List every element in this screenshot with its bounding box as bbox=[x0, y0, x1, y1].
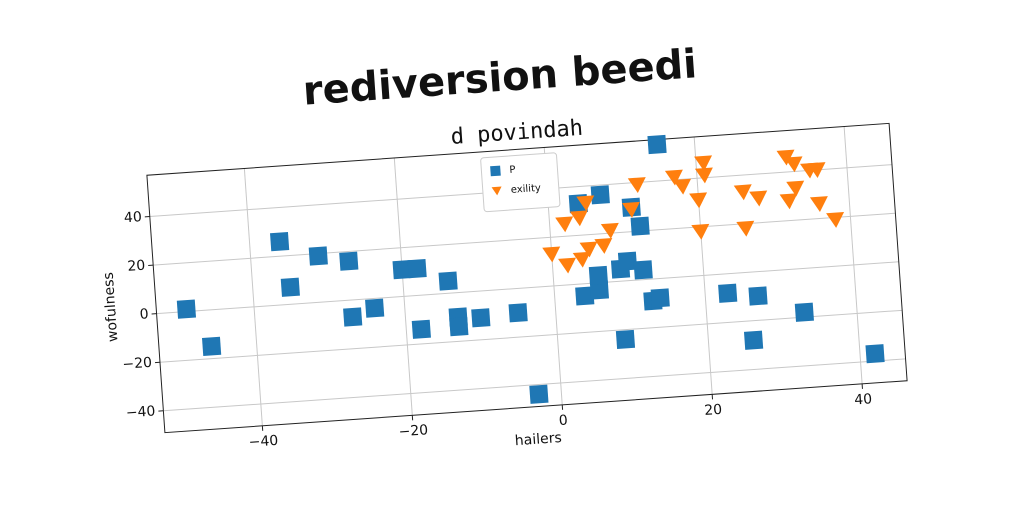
marker-triangle bbox=[572, 251, 591, 268]
x-axis-label: hailers bbox=[514, 430, 562, 449]
marker-square bbox=[865, 344, 885, 364]
marker-triangle bbox=[664, 169, 683, 186]
grid-line bbox=[393, 157, 413, 416]
x-tick-label: −40 bbox=[248, 433, 279, 451]
marker-square bbox=[471, 308, 491, 328]
marker-square bbox=[270, 232, 290, 252]
y-tick-label: 20 bbox=[127, 258, 146, 275]
marker-triangle bbox=[784, 156, 803, 173]
marker-square bbox=[590, 185, 610, 205]
y-tick-label: −20 bbox=[122, 355, 153, 373]
marker-square bbox=[365, 298, 385, 318]
legend-label: P bbox=[509, 165, 516, 176]
marker-triangle bbox=[786, 180, 805, 197]
marker-square bbox=[794, 302, 814, 322]
marker-square bbox=[438, 271, 458, 291]
marker-square bbox=[490, 165, 501, 177]
y-tick-label: 40 bbox=[123, 209, 142, 226]
marker-triangle bbox=[594, 237, 613, 254]
marker-triangle bbox=[673, 178, 692, 195]
marker-square bbox=[280, 277, 300, 297]
marker-square bbox=[575, 286, 595, 306]
marker-triangle bbox=[779, 193, 798, 210]
x-tick-label: 0 bbox=[558, 413, 568, 430]
marker-square bbox=[343, 307, 363, 327]
marker-square bbox=[392, 260, 412, 280]
grid-line bbox=[843, 126, 863, 384]
y-tick-label: −40 bbox=[125, 403, 156, 421]
marker-triangle bbox=[694, 167, 713, 184]
grid-line bbox=[156, 261, 899, 315]
marker-square bbox=[411, 319, 431, 339]
marker-square bbox=[650, 288, 670, 308]
marker-square bbox=[339, 251, 359, 271]
marker-square bbox=[407, 258, 427, 279]
marker-square bbox=[202, 336, 222, 357]
marker-square bbox=[508, 303, 528, 323]
marker-square bbox=[743, 330, 764, 350]
x-tick-label: 20 bbox=[704, 402, 723, 419]
marker-triangle bbox=[491, 186, 502, 196]
marker-square bbox=[176, 299, 197, 319]
marker-square bbox=[588, 265, 608, 286]
marker-triangle bbox=[558, 257, 577, 274]
marker-square bbox=[589, 280, 610, 300]
grid-line bbox=[159, 309, 903, 363]
marker-triangle bbox=[600, 222, 619, 239]
marker-square bbox=[647, 134, 667, 155]
marker-square bbox=[529, 384, 549, 404]
marker-triangle bbox=[579, 241, 598, 258]
grid-line bbox=[153, 212, 896, 266]
y-tick-label: 0 bbox=[139, 306, 149, 323]
marker-triangle bbox=[689, 192, 708, 209]
grid-line bbox=[243, 168, 263, 426]
marker-triangle bbox=[733, 184, 752, 201]
legend-label: exility bbox=[510, 183, 541, 196]
marker-square bbox=[449, 317, 469, 337]
grid-line bbox=[163, 358, 906, 412]
x-tick-label: 40 bbox=[854, 391, 873, 408]
marker-square bbox=[308, 246, 328, 266]
marker-triangle bbox=[621, 201, 640, 218]
grid-line bbox=[693, 136, 713, 395]
marker-triangle bbox=[542, 246, 561, 263]
x-tick-label: −20 bbox=[398, 422, 429, 440]
marker-square bbox=[615, 329, 636, 350]
marker-triangle bbox=[807, 162, 826, 178]
legend-box bbox=[480, 152, 561, 213]
marker-triangle bbox=[694, 155, 713, 172]
marker-square bbox=[630, 216, 650, 236]
marker-square bbox=[718, 283, 738, 303]
marker-triangle bbox=[569, 210, 588, 227]
marker-triangle bbox=[691, 223, 710, 240]
marker-triangle bbox=[826, 212, 845, 228]
y-axis-label: wofulness bbox=[101, 272, 122, 343]
marker-triangle bbox=[576, 195, 595, 212]
marker-triangle bbox=[555, 216, 574, 233]
marker-square bbox=[633, 260, 653, 280]
marker-triangle bbox=[736, 220, 755, 237]
plot: d povindah hailers wofulness −40−2002040… bbox=[101, 116, 908, 451]
marker-triangle bbox=[809, 196, 828, 212]
marker-square bbox=[617, 251, 638, 271]
marker-triangle bbox=[776, 149, 795, 166]
marker-square bbox=[748, 286, 768, 306]
marker-triangle bbox=[749, 190, 768, 207]
marker-triangle bbox=[627, 177, 646, 193]
plot-frame bbox=[146, 122, 908, 434]
